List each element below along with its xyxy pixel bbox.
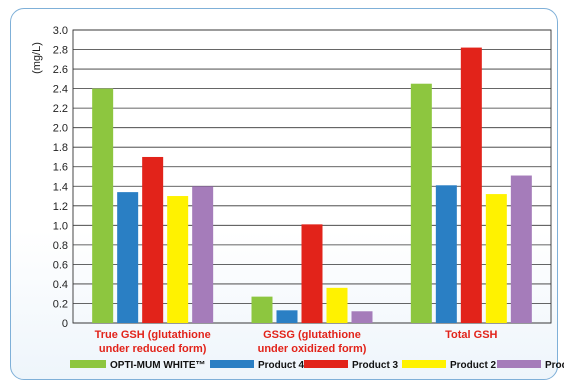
bar-product-2-1 <box>326 287 348 323</box>
legend-label: Product 1 <box>545 360 564 371</box>
legend-label: Product 3 <box>352 360 399 371</box>
bar-product-2-0 <box>167 196 189 323</box>
y-tick-label: 0.8 <box>53 240 68 252</box>
y-tick-label: 2.4 <box>53 84 68 96</box>
legend-swatch <box>497 360 541 368</box>
legend-label: OPTI-MUM WHITE™ <box>110 360 206 371</box>
bar-product-3-1 <box>301 224 323 323</box>
bar-product-2-2 <box>485 194 507 323</box>
y-tick-label: 2.8 <box>53 45 68 57</box>
bars <box>92 47 532 323</box>
y-tick-label: 1.6 <box>53 162 68 174</box>
y-tick-label: 3.0 <box>53 25 68 37</box>
bar-product-3-2 <box>460 47 482 323</box>
y-tick-label: 0.6 <box>53 259 68 271</box>
x-category-label: True GSH (glutathione <box>95 329 211 341</box>
x-category-label: GSSG (glutathione <box>263 329 361 341</box>
bar-product-3-0 <box>142 156 164 323</box>
x-category-label: under reduced form) <box>99 343 207 355</box>
legend-swatch <box>70 360 106 368</box>
bar-product-4-2 <box>435 185 457 323</box>
y-axis-label: (mg/L) <box>31 42 43 74</box>
bar-product-1-0 <box>192 186 214 323</box>
legend-swatch <box>210 360 254 368</box>
y-tick-label: 0.4 <box>53 279 68 291</box>
legend-label: Product 4 <box>258 360 305 371</box>
y-tick-label: 1.4 <box>53 181 68 193</box>
bar-product-1-2 <box>510 175 532 323</box>
y-tick-label: 2.2 <box>53 103 68 115</box>
legend-swatch <box>304 360 348 368</box>
y-tick-label: 1.8 <box>53 142 68 154</box>
y-tick-label: 1.2 <box>53 201 68 213</box>
y-tick-label: 2.6 <box>53 64 68 76</box>
y-tick-label: 0 <box>62 318 68 330</box>
bar-opti-mum-white-0 <box>92 88 114 323</box>
legend-label: Product 2 <box>450 360 497 371</box>
x-category-label: Total GSH <box>445 329 497 341</box>
category-labels: True GSH (glutathione under reduced form)… <box>95 329 498 355</box>
y-tick-label: 0.2 <box>53 298 68 310</box>
bar-product-1-1 <box>351 311 373 323</box>
y-tick-label: 2.0 <box>53 123 68 135</box>
y-tick-label: 1.0 <box>53 220 68 232</box>
legend: OPTI-MUM WHITE™ Product 4 Product 3 Product… <box>70 360 564 371</box>
y-axis-ticks: 0 0.2 0.4 0.6 0.8 1.0 1.2 1.4 1.6 1.8 2.0 2.2 2.4 2.6… <box>53 25 68 330</box>
bar-product-4-1 <box>276 310 298 323</box>
bar-opti-mum-white-2 <box>410 83 432 323</box>
bar-opti-mum-white-1 <box>251 296 273 323</box>
x-category-label: under oxidized form) <box>258 343 367 355</box>
legend-swatch <box>402 360 446 368</box>
bar-product-4-0 <box>117 192 139 323</box>
